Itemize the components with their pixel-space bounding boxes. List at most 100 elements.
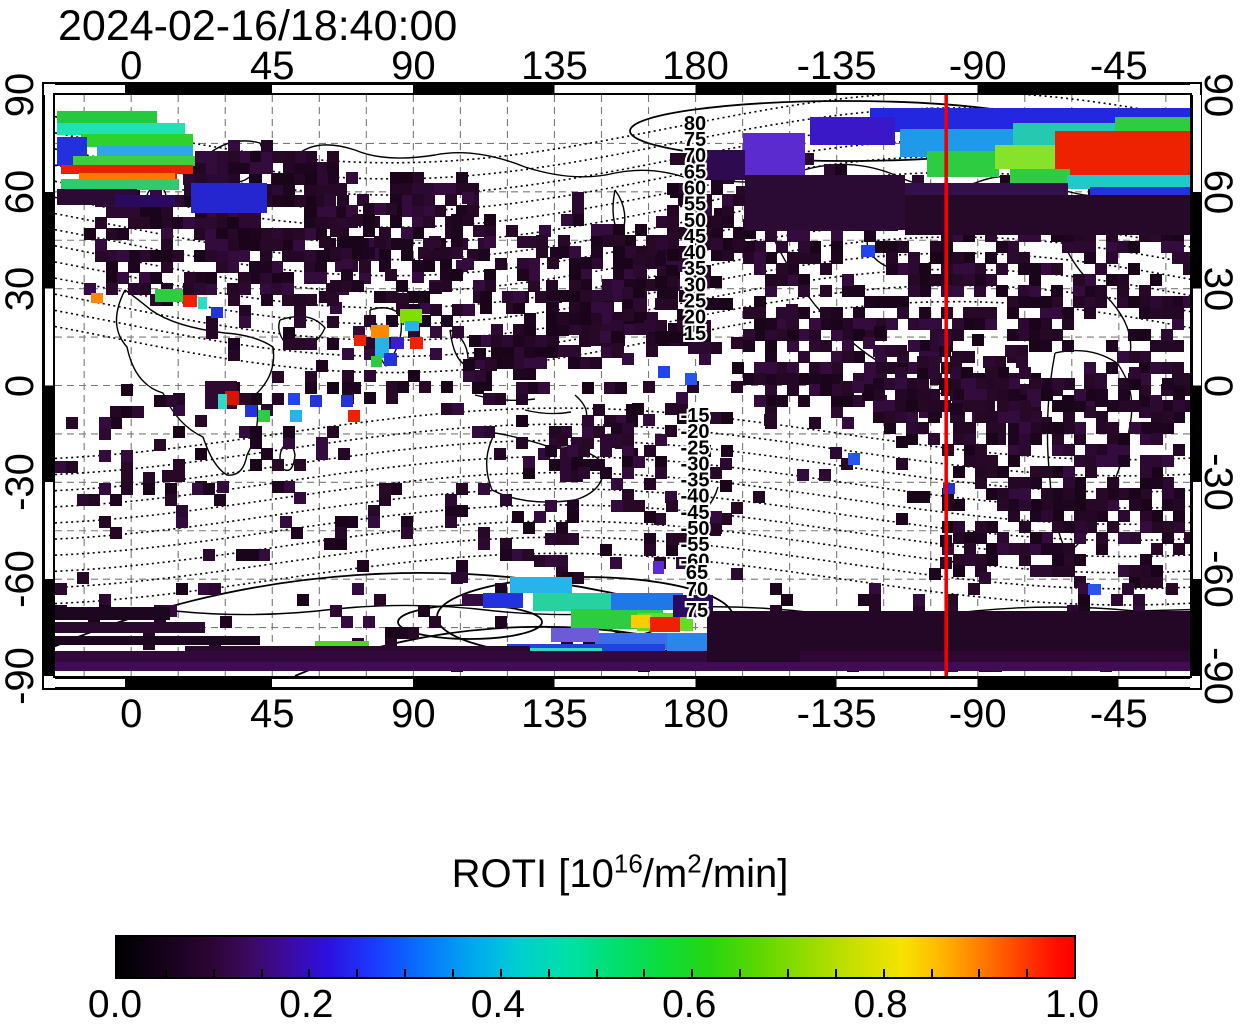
roti-cell [1151,411,1163,423]
colorbar [115,935,1076,979]
roti-cell [1041,378,1053,390]
roti-cell [161,261,173,273]
roti-cell [831,351,843,363]
roti-cell [205,272,217,284]
roti-cell [560,470,572,482]
roti-cell [305,371,317,383]
contour-label: 15 [684,323,706,345]
roti-cell [316,173,328,185]
colorbar-tick-label: 0.8 [853,983,908,1026]
roti-cell [110,417,122,429]
roti-cell [558,345,570,357]
roti-cell [1139,296,1151,308]
lon-tick-bottom: 180 [662,692,729,736]
roti-cell [1173,543,1185,555]
roti-cell [895,389,907,401]
contour-label: 55 [684,194,706,216]
colorbar-minor-tick [164,969,167,977]
roti-cell [272,173,284,185]
roti-cell [79,173,175,180]
roti-cell [472,382,484,394]
roti-cell [1085,499,1097,511]
roti-cell [561,214,573,226]
roti-cell [1140,554,1152,566]
roti-cell [770,583,782,595]
roti-cell [975,455,987,467]
roti-cell [250,426,262,438]
roti-cell [1084,362,1096,374]
roti-cell [953,499,965,511]
roti-cell [462,258,474,270]
roti-cell [513,357,525,369]
roti-cell [368,505,380,517]
roti-cell [787,329,799,341]
roti-cell [250,437,262,449]
roti-cell [644,445,656,457]
roti-cell [906,433,918,445]
roti-cell [873,389,885,401]
roti-cell [452,403,464,415]
roti-cell [1073,285,1085,297]
roti-cell [1074,477,1086,489]
roti-cell [994,356,1006,368]
roti-cell [527,382,539,394]
roti-cell [1133,594,1145,606]
roti-cell [1173,521,1185,533]
roti-cell [1052,521,1064,533]
roti-cell [480,291,492,303]
roti-cell [335,527,347,539]
roti-cell [754,307,766,319]
roti-cell [128,283,140,295]
roti-cell [580,301,592,313]
roti-cell [1173,488,1185,500]
roti-cell [700,216,712,228]
roti-cell [1106,241,1118,253]
roti-cell [352,236,364,248]
roti-cell [194,217,206,229]
roti-cell [1030,477,1042,489]
roti-cell [1128,241,1140,253]
colorbar-minor-tick [882,969,885,977]
roti-cell [463,304,475,316]
roti-cell [1095,285,1107,297]
roti-cell [1106,362,1118,374]
roti-cell [238,228,250,240]
roti-cell [591,290,603,302]
roti-cell [1129,422,1141,434]
roti-cell [1074,422,1086,434]
roti-cell [953,554,965,566]
roti-cell [731,381,743,393]
roti-cell [963,351,975,363]
roti-cell [480,335,492,347]
roti-cell [250,162,262,174]
roti-cell [1074,389,1086,401]
roti-cell [964,422,976,434]
roti-cell [1122,583,1134,595]
roti-cell [875,241,887,253]
roti-cell [342,370,354,382]
roti-cell [225,391,239,405]
roti-cell [830,447,842,459]
roti-cell [1063,488,1075,500]
roti-cell [172,250,184,262]
roti-cell [798,230,810,242]
roti-cell [873,345,885,357]
roti-cell [379,249,391,261]
roti-cell [853,329,865,341]
roti-cell [579,335,591,347]
roti-cell [700,194,712,206]
roti-cell [91,293,103,303]
roti-cell [1117,351,1129,363]
roti-cell [786,315,798,327]
roti-cell [115,195,175,207]
roti-cell [513,324,525,336]
roti-cell [743,241,755,253]
roti-cell [732,241,744,253]
roti-cell [1173,389,1185,401]
roti-cell [897,241,909,253]
roti-cell [975,400,987,412]
roti-cell [97,146,193,157]
roti-cell [348,410,360,422]
roti-cell [106,283,118,295]
roti-cell [1073,241,1085,253]
